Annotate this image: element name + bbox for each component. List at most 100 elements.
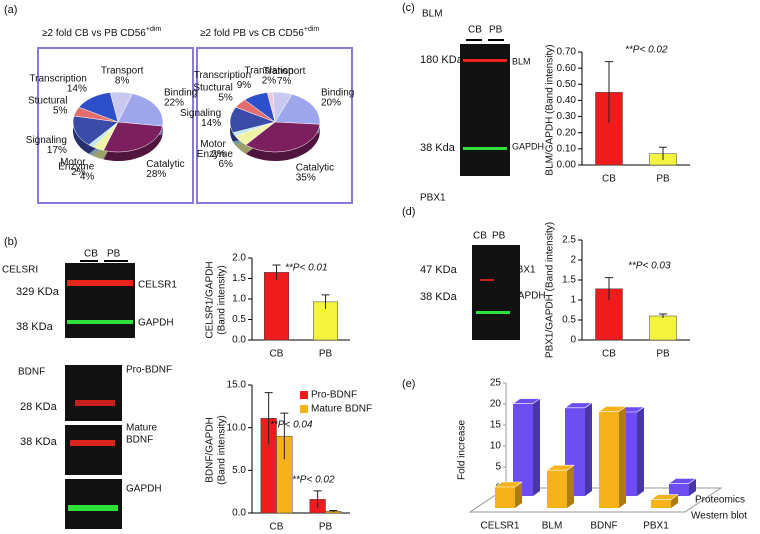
slice-value: 2% bbox=[262, 75, 277, 86]
band bbox=[67, 320, 133, 324]
band bbox=[75, 400, 115, 406]
y-tick-label: 0 bbox=[570, 335, 576, 346]
bar-top bbox=[564, 402, 593, 409]
y-tick-label: 0.70 bbox=[557, 47, 577, 58]
y-tick-label: 25 bbox=[490, 378, 502, 389]
marker: 47 KDa bbox=[420, 264, 458, 276]
blot-image bbox=[65, 479, 122, 529]
panel-label: (e) bbox=[402, 378, 415, 390]
y-tick-label: 0.20 bbox=[557, 127, 577, 138]
title-text: ≥2 fold PB vs CB CD56 bbox=[200, 28, 304, 39]
y-tick-label: 1.5 bbox=[232, 273, 246, 284]
band-label: GAPDH bbox=[512, 141, 544, 151]
x-tick-label: PB bbox=[319, 349, 333, 360]
bar-side bbox=[619, 406, 626, 508]
legend-swatch bbox=[300, 405, 308, 413]
slice-label: Motor bbox=[60, 157, 86, 168]
bar-front bbox=[669, 483, 689, 496]
panel-label: (b) bbox=[4, 236, 17, 248]
bar-top bbox=[650, 494, 679, 500]
error-bar bbox=[280, 412, 289, 460]
bar-side bbox=[689, 478, 696, 496]
band bbox=[480, 279, 494, 281]
x-tick-label: PBX1 bbox=[643, 521, 669, 532]
band bbox=[68, 505, 118, 511]
x-tick-label: PB bbox=[656, 349, 670, 360]
slice-value: 9% bbox=[237, 80, 252, 91]
title-sup: +dim bbox=[304, 26, 320, 33]
x-tick-label: BLM bbox=[542, 521, 563, 532]
bar-3d bbox=[668, 478, 697, 496]
pie-frame bbox=[196, 47, 353, 204]
annotation: **P< 0.02 bbox=[292, 475, 335, 486]
y-axis-label: Fold increase bbox=[457, 420, 468, 480]
slice-label: Transport bbox=[101, 65, 144, 76]
y-tick-label: 5 bbox=[495, 462, 501, 473]
error-bar bbox=[605, 61, 613, 124]
floor bbox=[468, 487, 723, 513]
bar-3d bbox=[512, 398, 541, 496]
annotation: **P< 0.01 bbox=[285, 263, 328, 274]
band-label: Pro-BDNF bbox=[126, 365, 172, 376]
band-label: CELSR1 bbox=[138, 280, 177, 291]
band bbox=[70, 440, 115, 446]
x-tick-label: CB bbox=[602, 349, 616, 360]
bar-front bbox=[547, 470, 567, 508]
error-bar bbox=[659, 146, 667, 161]
lane-label: CB bbox=[84, 249, 98, 260]
slice-value: 5% bbox=[218, 93, 233, 104]
blot-image bbox=[460, 44, 510, 176]
marker: 180 KDa bbox=[420, 54, 464, 66]
bar-side bbox=[671, 494, 678, 508]
slice-label: Enzyme bbox=[58, 161, 95, 172]
x-tick-label: PB bbox=[656, 174, 670, 185]
x-tick-label: BDNF bbox=[590, 521, 617, 532]
marker: 38 KDa bbox=[20, 436, 58, 448]
slice-value: 5% bbox=[53, 105, 68, 116]
marker: 38 Kda bbox=[420, 142, 456, 154]
slice bbox=[72, 115, 119, 146]
band-label: GAPDH bbox=[126, 484, 162, 495]
slice-label: Binding bbox=[164, 87, 197, 98]
marker: 38 KDa bbox=[420, 291, 458, 303]
bar-front bbox=[651, 499, 671, 508]
band bbox=[463, 59, 507, 62]
bar-3d bbox=[598, 406, 627, 508]
bar-side bbox=[567, 465, 574, 508]
bar bbox=[264, 272, 289, 341]
slice-value: 22% bbox=[164, 97, 184, 108]
pie-frame bbox=[37, 47, 194, 204]
error-bar bbox=[321, 294, 330, 309]
blot-title: CELSRI bbox=[2, 265, 38, 276]
slice-value: 35% bbox=[296, 173, 316, 184]
slice-value: 28% bbox=[146, 169, 166, 180]
bar-side bbox=[515, 482, 522, 508]
chart-title: ≥2 fold CB vs PB CD56+dim bbox=[42, 26, 161, 38]
x-tick-label: CB bbox=[602, 174, 616, 185]
band bbox=[476, 311, 510, 314]
bar-front bbox=[513, 403, 533, 496]
bar-top bbox=[546, 464, 575, 471]
bar bbox=[649, 315, 677, 341]
band bbox=[67, 280, 133, 286]
slice-label: Stuctural bbox=[28, 95, 67, 106]
title-sup: +dim bbox=[146, 26, 162, 33]
slice-value: 4% bbox=[80, 171, 95, 182]
slice-label: Catalytic bbox=[296, 163, 334, 174]
slice bbox=[244, 92, 276, 123]
y-tick-label: 2.5 bbox=[562, 235, 576, 246]
slice-value: 14% bbox=[67, 84, 87, 95]
series-label: Proteomics bbox=[695, 495, 745, 506]
slice-value: 20% bbox=[321, 97, 341, 108]
lane-label: PB bbox=[489, 25, 503, 36]
y-tick-label: 10 bbox=[490, 441, 502, 452]
slice-value: 2% bbox=[71, 167, 86, 178]
panel-label: (d) bbox=[402, 206, 415, 218]
y-axis-label: BDNF/GAPDH bbox=[205, 417, 216, 483]
y-axis-label: (Band intensity) bbox=[217, 265, 228, 334]
legend-swatch bbox=[300, 391, 308, 399]
bar-side bbox=[533, 398, 540, 496]
chart-title: ≥2 fold PB vs CB CD56+dim bbox=[200, 26, 319, 38]
y-tick-label: 0.60 bbox=[557, 63, 577, 74]
bar-top bbox=[494, 481, 523, 488]
